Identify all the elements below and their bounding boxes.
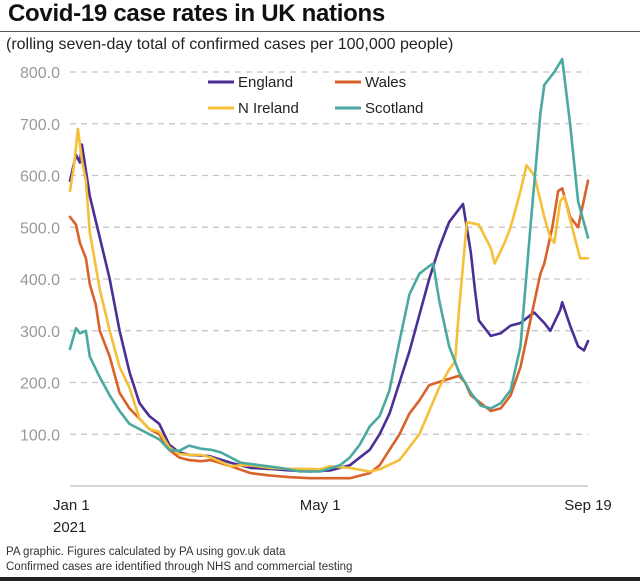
legend-label: N Ireland <box>238 100 299 117</box>
x-tick-label: Jan 1 <box>53 497 90 514</box>
x-tick-label: Sep 19 <box>564 497 612 514</box>
gridlines <box>70 71 588 435</box>
series-line-wales <box>68 179 590 480</box>
legend-item-wales: Wales <box>335 74 406 91</box>
series-line-n-ireland <box>68 127 590 473</box>
x-axis-tick-labels: Jan 1 2021 May 1 Sep 19 <box>53 497 612 536</box>
series-line-scotland <box>68 57 590 473</box>
footnote-testing: Confirmed cases are identified through N… <box>6 561 353 573</box>
y-tick-label: 500.0 <box>20 220 60 237</box>
x-tick-label: May 1 <box>300 497 341 514</box>
y-tick-label: 100.0 <box>20 427 60 444</box>
legend-label: Scotland <box>365 100 423 117</box>
chart-title: Covid-19 case rates in UK nations <box>8 0 385 27</box>
chart-subtitle: (rolling seven-day total of confirmed ca… <box>6 36 454 53</box>
y-tick-label: 300.0 <box>20 324 60 341</box>
legend: England Wales N Ireland Scotland <box>208 74 423 117</box>
y-tick-label: 700.0 <box>20 117 60 134</box>
legend-label: England <box>238 74 293 91</box>
y-tick-label: 200.0 <box>20 376 60 393</box>
y-tick-label: 800.0 <box>20 65 60 82</box>
y-axis-tick-labels: 100.0 200.0 300.0 400.0 500.0 600.0 700.0 800.0 <box>20 65 60 444</box>
legend-item-scotland: Scotland <box>335 100 423 117</box>
title-divider <box>0 31 640 32</box>
x-tick-label: 2021 <box>53 519 86 536</box>
series-line-england <box>68 143 590 473</box>
y-tick-label: 600.0 <box>20 169 60 186</box>
legend-item-n-ireland: N Ireland <box>208 100 299 117</box>
y-tick-label: 400.0 <box>20 272 60 289</box>
legend-item-england: England <box>208 74 293 91</box>
series-lines <box>68 57 590 480</box>
footnote-source: PA graphic. Figures calculated by PA usi… <box>6 546 286 558</box>
bottom-bar <box>0 577 640 581</box>
legend-label: Wales <box>365 74 406 91</box>
